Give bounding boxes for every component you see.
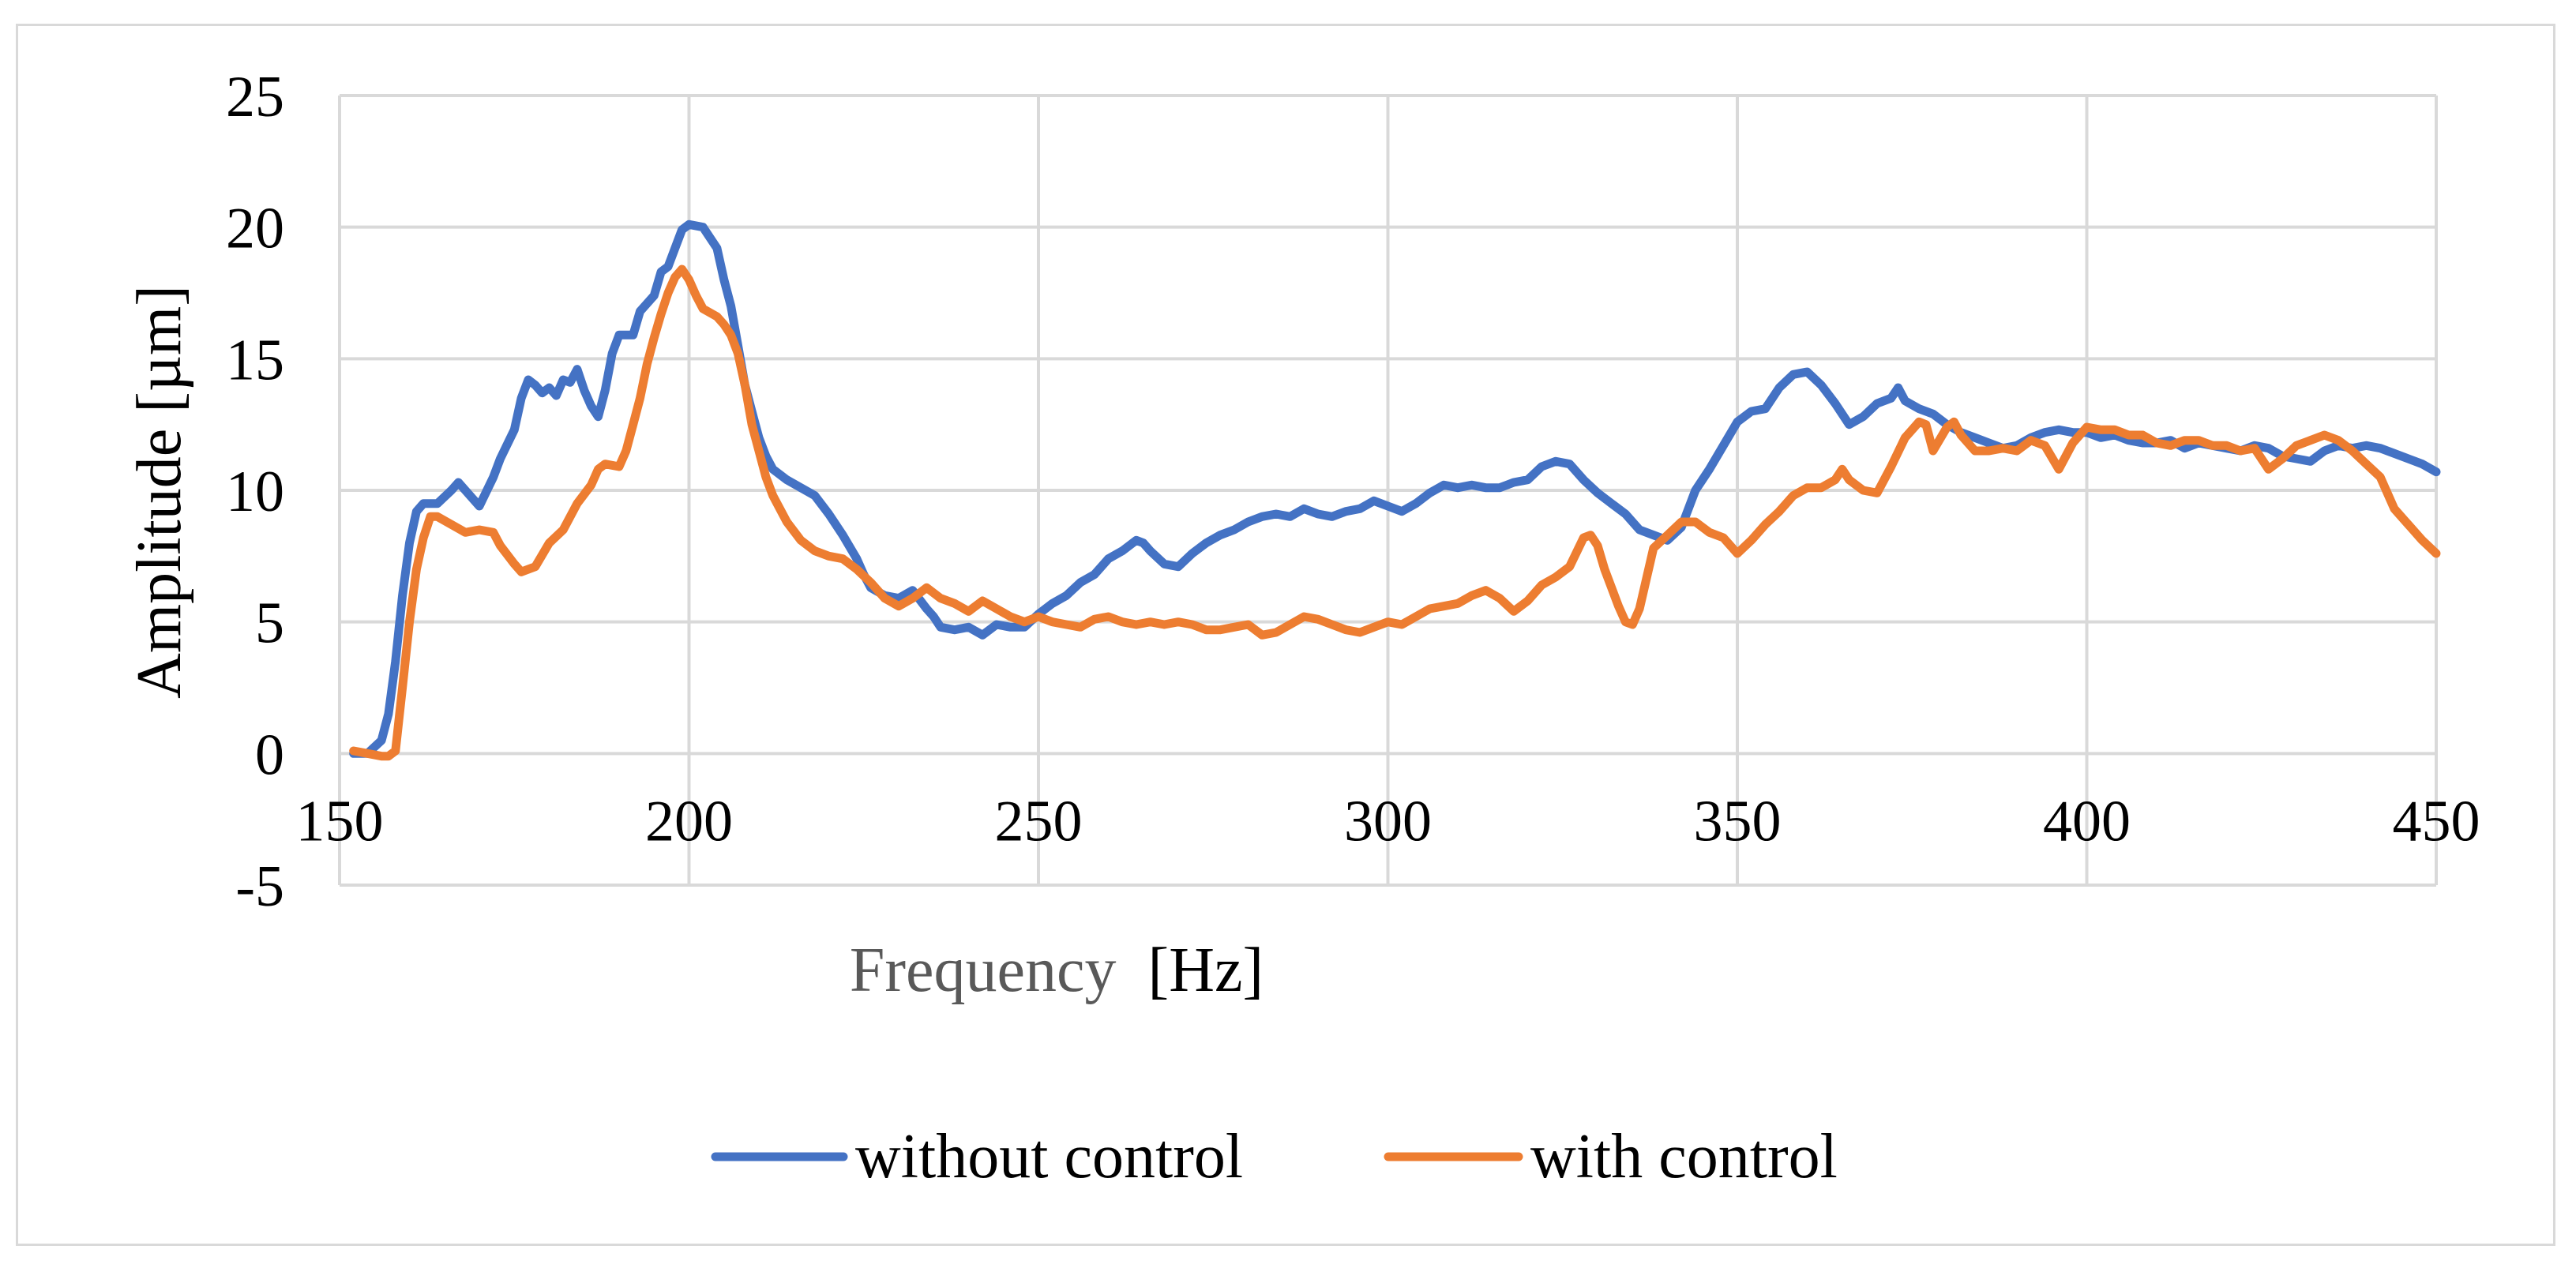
x-tick-label: 150: [296, 789, 384, 854]
x-axis-title: Frequency [Hz]: [850, 936, 1264, 1005]
x-tick-label: 250: [995, 789, 1083, 854]
y-tick-label: 15: [226, 328, 284, 392]
y-tick-labels: -5 0 5 10 15 20 25: [226, 65, 284, 919]
x-tick-label: 200: [645, 789, 733, 854]
y-tick-label: 10: [226, 460, 284, 524]
series-line-without-control: [349, 220, 2441, 758]
y-tick-label: -5: [235, 854, 284, 919]
series-line-with-control: [349, 265, 2441, 761]
y-tick-label: 25: [226, 65, 284, 129]
series-lines: [349, 220, 2441, 761]
y-tick-label: 5: [255, 591, 284, 656]
chart-frame: -5 0 5 10 15 20 25 150 200 250 300 350 400 450 Ampli…: [16, 24, 2555, 1246]
grid-lines: [338, 94, 2438, 887]
legend: without control with control: [711, 1122, 1838, 1191]
y-tick-label: 20: [226, 197, 284, 261]
x-tick-label: 350: [1694, 789, 1782, 854]
line-chart: -5 0 5 10 15 20 25 150 200 250 300 350 400 450 Ampli…: [125, 65, 2480, 1191]
legend-label-with-control: with control: [1530, 1122, 1838, 1191]
y-axis-title: Amplitude [µm]: [125, 285, 194, 699]
x-axis-title-main: Frequency: [850, 936, 1117, 1005]
legend-label-without-control: without control: [855, 1122, 1243, 1191]
x-axis-title-unit: [Hz]: [1148, 936, 1264, 1005]
x-tick-label: 300: [1344, 789, 1432, 854]
x-tick-labels: 150 200 250 300 350 400 450: [296, 789, 2480, 854]
x-tick-label: 450: [2393, 789, 2480, 854]
y-tick-label: 0: [255, 722, 284, 787]
x-tick-label: 400: [2043, 789, 2131, 854]
